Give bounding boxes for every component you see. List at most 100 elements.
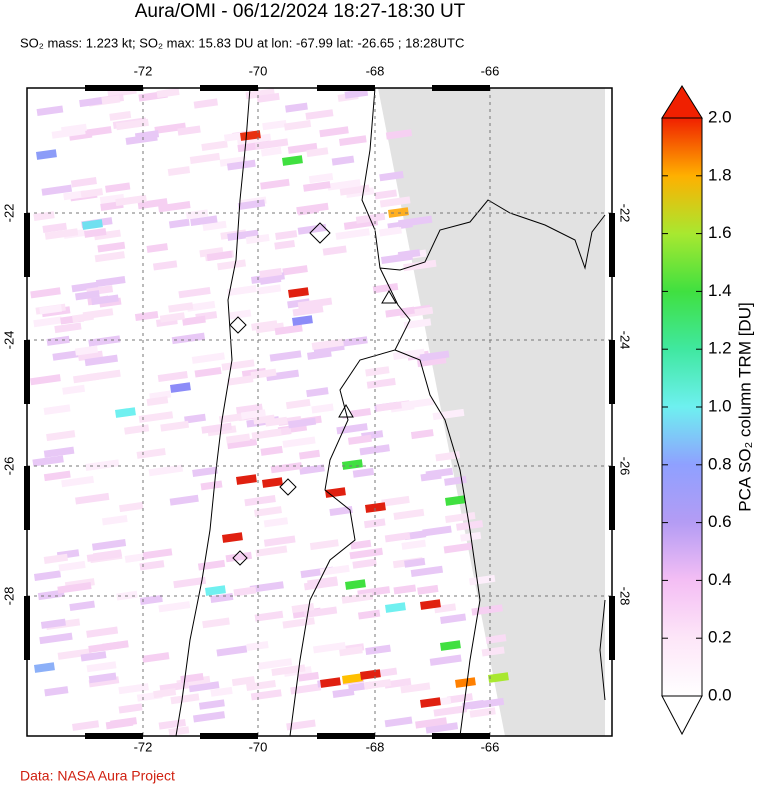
lon-label: -68 bbox=[366, 63, 385, 78]
pixel bbox=[206, 250, 233, 262]
pixel bbox=[216, 645, 248, 657]
pixel bbox=[168, 302, 194, 313]
pixel bbox=[435, 451, 461, 462]
pixel bbox=[91, 539, 127, 551]
pixel bbox=[184, 413, 206, 424]
pixel bbox=[419, 697, 441, 708]
pixel bbox=[173, 576, 207, 589]
pixel bbox=[167, 166, 191, 177]
pixel bbox=[186, 300, 216, 312]
pixel bbox=[36, 105, 64, 117]
pixel bbox=[152, 260, 178, 271]
pixel bbox=[148, 464, 184, 477]
pixel bbox=[481, 646, 505, 657]
pixel bbox=[286, 719, 316, 731]
pixel bbox=[91, 294, 119, 306]
pixel bbox=[393, 508, 425, 520]
pixel bbox=[219, 156, 247, 167]
pixel bbox=[469, 707, 496, 718]
pixel bbox=[86, 550, 121, 562]
colorbar-tick-label: 0.0 bbox=[708, 685, 732, 704]
lon-label: -72 bbox=[134, 63, 153, 78]
pixel bbox=[285, 102, 308, 113]
pixel bbox=[336, 423, 368, 435]
pixel bbox=[46, 430, 76, 442]
pixel bbox=[299, 449, 321, 460]
pixel bbox=[331, 155, 355, 166]
pixel bbox=[200, 480, 223, 491]
pixel bbox=[157, 371, 188, 383]
pixel bbox=[84, 227, 107, 238]
pixel bbox=[193, 98, 218, 109]
pixel bbox=[359, 444, 390, 456]
pixel bbox=[240, 130, 261, 141]
pixel bbox=[352, 558, 377, 569]
volcano-marker bbox=[232, 550, 248, 566]
pixel bbox=[210, 592, 234, 604]
pixel bbox=[168, 218, 190, 229]
pixel bbox=[198, 699, 225, 710]
pixel bbox=[297, 297, 333, 310]
pixel bbox=[455, 677, 476, 688]
pixel bbox=[285, 398, 311, 410]
pixel bbox=[263, 517, 289, 528]
pixel bbox=[85, 459, 120, 471]
pixel bbox=[94, 251, 125, 263]
lon-label: -66 bbox=[481, 63, 500, 78]
pixel bbox=[322, 245, 347, 256]
pixel bbox=[432, 408, 465, 421]
colorbar-tick-label: 0.4 bbox=[708, 570, 732, 589]
pixel bbox=[440, 640, 461, 651]
colorbar-ticks: 0.0 0.2 0.4 0.6 0.8 1.0 1.2 1.4 1.6 1.8 2.0 bbox=[662, 107, 732, 704]
pixel bbox=[193, 711, 226, 723]
lat-label: -22 bbox=[1, 204, 16, 223]
pixel bbox=[169, 494, 199, 506]
pixel bbox=[142, 652, 170, 663]
pixel bbox=[245, 88, 275, 100]
so2-pixels bbox=[30, 88, 509, 736]
pixel bbox=[335, 228, 370, 240]
pixel bbox=[84, 354, 118, 367]
pixel bbox=[355, 212, 386, 224]
pixel bbox=[299, 464, 325, 475]
pixel bbox=[72, 720, 100, 731]
pixel bbox=[469, 574, 496, 586]
pixel bbox=[381, 495, 410, 507]
pixel bbox=[260, 178, 290, 190]
pixel bbox=[40, 618, 66, 629]
pixel bbox=[292, 315, 313, 326]
pixel bbox=[236, 474, 257, 485]
pixel bbox=[74, 345, 99, 356]
pixel bbox=[308, 173, 334, 184]
border-line bbox=[394, 349, 606, 736]
pixel bbox=[34, 662, 55, 673]
pixel bbox=[180, 672, 204, 684]
pixel bbox=[153, 688, 177, 699]
pixel bbox=[158, 601, 191, 613]
colorbar-tick-label: 1.4 bbox=[708, 281, 732, 300]
pixel bbox=[271, 664, 306, 677]
pixel bbox=[146, 243, 169, 253]
pixel bbox=[385, 306, 415, 318]
pixel bbox=[440, 613, 467, 624]
pixel bbox=[366, 377, 396, 389]
pixel bbox=[250, 368, 277, 380]
pixel bbox=[82, 219, 103, 230]
pixel bbox=[398, 215, 433, 228]
pixel bbox=[240, 409, 266, 420]
pixel bbox=[262, 477, 283, 488]
pixel bbox=[417, 356, 447, 368]
lat-label: -28 bbox=[1, 587, 16, 606]
pixel bbox=[307, 576, 338, 588]
pixel bbox=[339, 184, 370, 196]
pixel bbox=[266, 369, 300, 382]
pixel bbox=[385, 129, 413, 140]
lon-label: -68 bbox=[366, 739, 385, 754]
pixel bbox=[39, 632, 73, 645]
no-data-region bbox=[378, 88, 605, 736]
pixel bbox=[39, 304, 62, 315]
pixel bbox=[62, 384, 86, 395]
pixel bbox=[374, 189, 398, 200]
pixel bbox=[290, 683, 322, 695]
